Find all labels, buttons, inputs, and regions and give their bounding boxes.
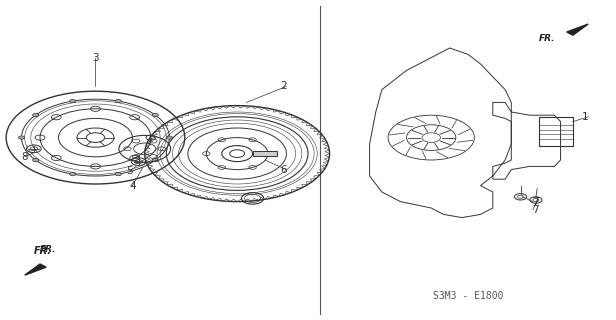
Circle shape bbox=[115, 172, 121, 176]
Circle shape bbox=[33, 113, 39, 116]
Circle shape bbox=[70, 100, 76, 103]
Text: FR.: FR. bbox=[40, 245, 57, 254]
Text: 5: 5 bbox=[126, 166, 132, 176]
Circle shape bbox=[115, 100, 121, 103]
Text: 3: 3 bbox=[92, 52, 99, 63]
Polygon shape bbox=[567, 24, 588, 35]
Text: 8: 8 bbox=[22, 152, 28, 162]
Text: S3M3 - E1800: S3M3 - E1800 bbox=[433, 291, 503, 301]
Circle shape bbox=[166, 136, 172, 139]
Text: FR.: FR. bbox=[539, 34, 556, 43]
Text: 1: 1 bbox=[582, 112, 589, 122]
Text: 2: 2 bbox=[280, 81, 287, 92]
Polygon shape bbox=[253, 151, 277, 156]
Circle shape bbox=[152, 159, 158, 162]
Text: FR.: FR. bbox=[34, 246, 52, 256]
Text: 7: 7 bbox=[532, 204, 539, 215]
Text: 7: 7 bbox=[532, 196, 539, 207]
Text: 4: 4 bbox=[129, 180, 136, 191]
Circle shape bbox=[152, 113, 158, 116]
Polygon shape bbox=[25, 264, 46, 275]
Circle shape bbox=[33, 159, 39, 162]
Circle shape bbox=[18, 136, 25, 139]
Bar bbox=[539, 117, 573, 146]
Circle shape bbox=[70, 172, 76, 176]
Text: 6: 6 bbox=[280, 164, 287, 175]
